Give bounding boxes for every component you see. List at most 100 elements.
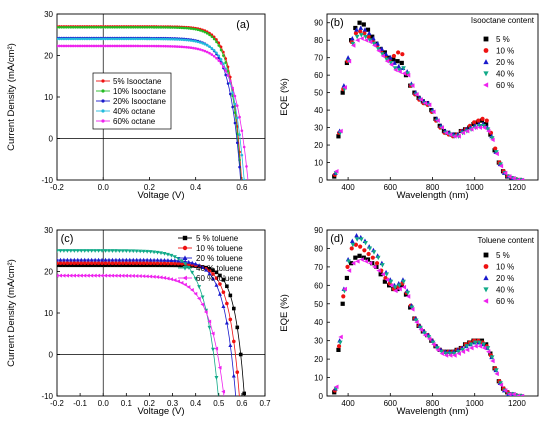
data-point bbox=[96, 261, 101, 265]
data-point bbox=[489, 136, 495, 141]
data-point bbox=[358, 25, 364, 30]
data-point bbox=[120, 25, 124, 29]
data-point bbox=[473, 125, 478, 130]
data-point bbox=[155, 250, 160, 255]
data-point bbox=[99, 44, 103, 48]
data-point bbox=[93, 249, 98, 253]
data-point bbox=[82, 249, 87, 253]
data-point bbox=[193, 261, 198, 266]
data-point bbox=[176, 261, 181, 266]
data-point bbox=[62, 25, 66, 29]
data-point bbox=[222, 65, 225, 69]
data-point bbox=[218, 282, 222, 286]
data-point bbox=[384, 277, 390, 283]
data-point bbox=[131, 249, 136, 254]
data-point bbox=[469, 345, 474, 351]
data-point bbox=[168, 45, 172, 48]
series-2 bbox=[57, 25, 242, 180]
data-point bbox=[355, 259, 360, 264]
data-point bbox=[111, 37, 114, 41]
data-point bbox=[129, 44, 133, 48]
data-point bbox=[340, 90, 345, 95]
data-point bbox=[94, 25, 98, 29]
y-tick-label: 30 bbox=[44, 10, 53, 19]
data-point bbox=[145, 25, 149, 29]
series-5 bbox=[334, 257, 525, 396]
data-point bbox=[78, 25, 82, 29]
data-point bbox=[196, 28, 200, 32]
data-point bbox=[388, 283, 394, 288]
data-point bbox=[108, 25, 112, 29]
series-5 bbox=[57, 273, 226, 396]
data-point bbox=[498, 382, 504, 388]
data-point bbox=[355, 37, 360, 43]
data-point bbox=[353, 255, 358, 260]
data-point bbox=[89, 273, 94, 278]
data-point bbox=[62, 44, 66, 48]
data-point bbox=[183, 282, 187, 287]
data-point bbox=[460, 130, 466, 136]
data-point bbox=[422, 332, 428, 338]
x-tick-label: 0.5 bbox=[213, 399, 225, 408]
data-point bbox=[157, 44, 160, 48]
data-point bbox=[58, 44, 61, 48]
data-point bbox=[86, 263, 90, 268]
data-point bbox=[367, 260, 373, 266]
data-point bbox=[57, 261, 59, 265]
data-point bbox=[74, 44, 77, 48]
data-point bbox=[138, 25, 142, 29]
y-tick-label: 30 bbox=[314, 124, 323, 133]
data-point bbox=[396, 63, 402, 69]
data-point bbox=[367, 39, 373, 45]
data-point bbox=[203, 49, 207, 53]
data-point bbox=[96, 249, 101, 253]
data-point bbox=[58, 273, 63, 278]
data-point bbox=[90, 37, 93, 41]
data-point bbox=[192, 46, 195, 50]
data-point bbox=[68, 273, 73, 278]
data-point bbox=[393, 288, 398, 294]
data-point bbox=[100, 261, 104, 265]
data-point bbox=[117, 257, 122, 262]
data-point bbox=[57, 249, 59, 253]
data-point bbox=[65, 261, 70, 265]
data-point bbox=[152, 250, 157, 255]
x-tick-label: 0.4 bbox=[190, 399, 202, 408]
y-axis-label: EQE (%) bbox=[279, 294, 290, 331]
data-point bbox=[159, 251, 163, 256]
y-tick-label: 0 bbox=[49, 351, 54, 360]
data-point bbox=[169, 253, 174, 258]
data-point bbox=[481, 345, 487, 351]
data-point bbox=[62, 37, 66, 41]
data-point bbox=[365, 27, 371, 32]
data-point bbox=[189, 39, 193, 42]
data-point bbox=[345, 55, 351, 60]
data-point bbox=[422, 331, 427, 336]
data-point bbox=[157, 26, 160, 29]
data-point bbox=[342, 85, 347, 90]
data-point bbox=[464, 344, 470, 349]
data-point bbox=[180, 45, 184, 49]
data-point bbox=[231, 91, 234, 94]
data-point bbox=[141, 25, 144, 29]
x-tick-label: -0.2 bbox=[50, 183, 64, 192]
data-point bbox=[507, 391, 512, 396]
data-point bbox=[117, 261, 122, 266]
data-point bbox=[372, 264, 377, 270]
data-point bbox=[143, 25, 147, 29]
data-point bbox=[357, 253, 362, 258]
data-point bbox=[131, 261, 136, 266]
data-point bbox=[58, 249, 63, 253]
data-point bbox=[222, 50, 225, 54]
legend-label: 60% octane bbox=[113, 117, 156, 126]
data-point bbox=[159, 37, 163, 41]
data-point bbox=[155, 44, 158, 48]
data-point bbox=[159, 26, 163, 29]
data-point bbox=[172, 278, 177, 283]
data-point bbox=[494, 151, 499, 157]
data-point bbox=[138, 44, 142, 48]
data-point bbox=[245, 165, 248, 168]
panel-a: -0.2 0.0 0.2 0.4 0.6 -10 0 10 20 30 Voltage (V) Cur… bbox=[6, 10, 266, 201]
data-point bbox=[162, 257, 167, 262]
data-point bbox=[110, 261, 115, 266]
